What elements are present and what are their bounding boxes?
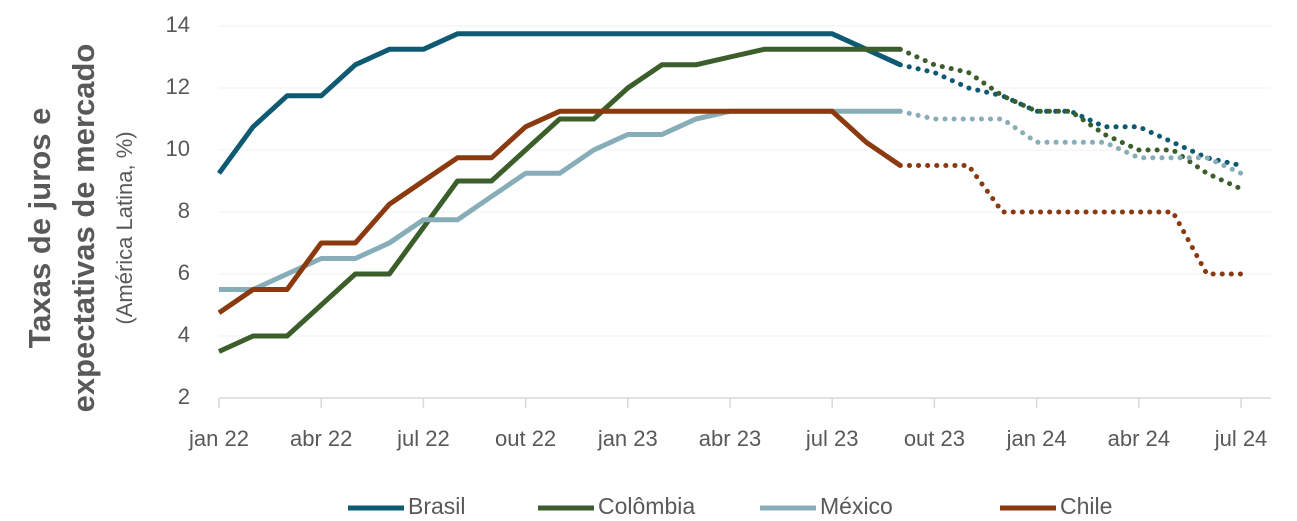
legend-label: México <box>820 493 893 519</box>
y-tick-label: 14 <box>166 12 190 37</box>
y-tick-label: 10 <box>166 136 190 161</box>
x-tick-label: jul 23 <box>805 426 859 451</box>
x-tick-label: out 22 <box>495 426 556 451</box>
y-tick-label: 8 <box>178 198 190 223</box>
legend-label: Colômbia <box>598 493 695 519</box>
forecast-line <box>897 163 1244 277</box>
legend-label: Brasil <box>408 493 466 519</box>
x-tick-label: jan 22 <box>188 426 249 451</box>
y-tick-label: 12 <box>166 74 190 99</box>
forecast-line <box>897 46 1244 192</box>
y-tick-label: 4 <box>178 322 190 347</box>
x-tick-label: jul 22 <box>396 426 450 451</box>
x-tick-label: out 23 <box>904 426 965 451</box>
forecast-line <box>897 62 1244 168</box>
y-tick-label: 6 <box>178 260 190 285</box>
legend-label: Chile <box>1060 493 1112 519</box>
series-line <box>217 46 901 354</box>
x-tick-label: abr 24 <box>1108 426 1170 451</box>
x-tick-label: jan 24 <box>1006 426 1067 451</box>
series-line <box>219 108 901 292</box>
x-tick-label: abr 23 <box>699 426 761 451</box>
series-line <box>216 31 902 175</box>
y-axis-title: expectativas de mercado <box>66 44 101 413</box>
x-tick-label: jan 23 <box>597 426 658 451</box>
x-tick-label: jul 24 <box>1214 426 1268 451</box>
y-axis-title: Taxas de juros e <box>22 108 57 349</box>
x-tick-label: abr 22 <box>290 426 352 451</box>
y-axis-note: (América Latina, %) <box>112 131 137 324</box>
y-tick-label: 2 <box>178 384 190 409</box>
series-line <box>217 108 902 315</box>
